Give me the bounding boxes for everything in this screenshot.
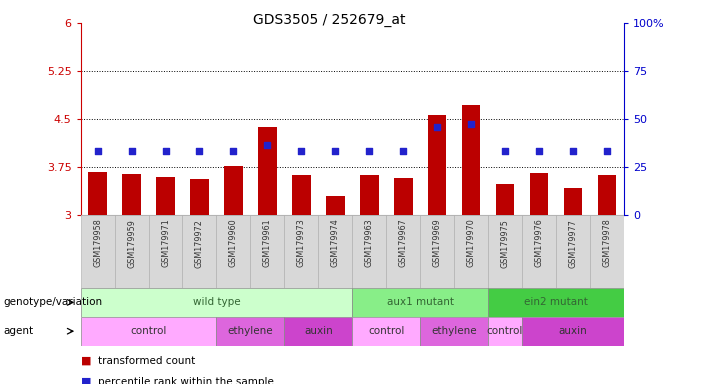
Text: GSM179978: GSM179978 xyxy=(602,219,611,267)
Point xyxy=(364,148,375,154)
Point xyxy=(567,148,578,154)
Bar xyxy=(156,177,175,215)
Point xyxy=(296,148,307,154)
Text: GSM179971: GSM179971 xyxy=(161,219,170,267)
Bar xyxy=(386,215,420,288)
Text: GDS3505 / 252679_at: GDS3505 / 252679_at xyxy=(253,13,406,27)
Bar xyxy=(522,317,624,346)
Bar xyxy=(250,215,285,288)
Text: auxin: auxin xyxy=(559,326,587,336)
Bar xyxy=(81,215,114,288)
Text: GSM179958: GSM179958 xyxy=(93,219,102,267)
Bar xyxy=(190,179,209,215)
Point xyxy=(228,148,239,154)
Bar xyxy=(488,317,522,346)
Bar xyxy=(556,215,590,288)
Text: GSM179969: GSM179969 xyxy=(433,219,442,267)
Text: GSM179975: GSM179975 xyxy=(501,219,510,268)
Point xyxy=(601,148,613,154)
Text: percentile rank within the sample: percentile rank within the sample xyxy=(98,377,274,384)
Bar xyxy=(564,188,583,215)
Bar xyxy=(285,317,353,346)
Bar xyxy=(182,215,217,288)
Bar xyxy=(149,215,182,288)
Bar xyxy=(454,215,488,288)
Point xyxy=(499,148,510,154)
Bar xyxy=(326,196,345,215)
Bar xyxy=(420,317,488,346)
Text: GSM179967: GSM179967 xyxy=(399,219,408,267)
Point xyxy=(92,148,103,154)
Bar xyxy=(122,174,141,215)
Bar xyxy=(285,215,318,288)
Text: transformed count: transformed count xyxy=(98,356,196,366)
Text: ■: ■ xyxy=(81,356,95,366)
Bar xyxy=(217,215,250,288)
Text: GSM179959: GSM179959 xyxy=(127,219,136,268)
Bar xyxy=(88,172,107,215)
Bar xyxy=(496,184,515,215)
Bar xyxy=(590,215,624,288)
Text: GSM179960: GSM179960 xyxy=(229,219,238,267)
Text: wild type: wild type xyxy=(193,297,240,308)
Text: GSM179973: GSM179973 xyxy=(297,219,306,267)
Text: aux1 mutant: aux1 mutant xyxy=(387,297,454,308)
Bar xyxy=(360,175,379,215)
Text: GSM179977: GSM179977 xyxy=(569,219,578,268)
Text: agent: agent xyxy=(4,326,34,336)
Point xyxy=(397,148,409,154)
Bar xyxy=(420,215,454,288)
Text: ■: ■ xyxy=(81,377,95,384)
Bar xyxy=(81,317,217,346)
Bar xyxy=(522,215,556,288)
Bar xyxy=(530,174,548,215)
Point xyxy=(261,142,273,148)
Text: auxin: auxin xyxy=(304,326,333,336)
Bar xyxy=(224,166,243,215)
Text: GSM179961: GSM179961 xyxy=(263,219,272,267)
Text: ethylene: ethylene xyxy=(228,326,273,336)
Point xyxy=(432,124,443,130)
Text: control: control xyxy=(130,326,167,336)
Point xyxy=(194,148,205,154)
Point xyxy=(126,148,137,154)
Bar xyxy=(353,215,386,288)
Text: GSM179974: GSM179974 xyxy=(331,219,340,267)
Point xyxy=(329,148,341,154)
Point xyxy=(533,148,545,154)
Bar xyxy=(353,288,488,317)
Text: GSM179970: GSM179970 xyxy=(467,219,475,267)
Text: GSM179976: GSM179976 xyxy=(534,219,543,267)
Bar xyxy=(428,115,447,215)
Bar xyxy=(318,215,352,288)
Bar xyxy=(597,175,616,215)
Text: GSM179963: GSM179963 xyxy=(365,219,374,267)
Bar xyxy=(217,317,285,346)
Text: ein2 mutant: ein2 mutant xyxy=(524,297,588,308)
Point xyxy=(160,148,171,154)
Bar xyxy=(258,127,277,215)
Bar xyxy=(394,178,412,215)
Text: ethylene: ethylene xyxy=(431,326,477,336)
Text: genotype/variation: genotype/variation xyxy=(4,297,102,308)
Text: GSM179972: GSM179972 xyxy=(195,219,204,268)
Bar xyxy=(462,105,480,215)
Bar xyxy=(292,175,311,215)
Text: control: control xyxy=(368,326,404,336)
Bar xyxy=(353,317,420,346)
Bar xyxy=(488,288,624,317)
Text: control: control xyxy=(487,326,523,336)
Point xyxy=(465,121,477,127)
Bar xyxy=(114,215,149,288)
Bar xyxy=(488,215,522,288)
Bar xyxy=(81,288,353,317)
